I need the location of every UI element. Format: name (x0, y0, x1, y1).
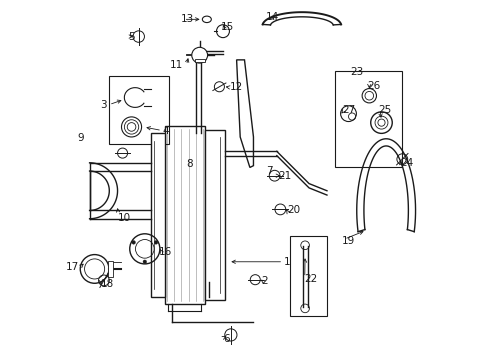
Text: 9: 9 (77, 133, 83, 143)
Text: 5: 5 (128, 32, 134, 41)
Text: 15: 15 (221, 22, 234, 32)
Circle shape (154, 240, 158, 244)
Text: 22: 22 (304, 274, 317, 284)
Text: 11: 11 (170, 60, 183, 70)
Circle shape (132, 240, 135, 244)
Text: 14: 14 (265, 12, 279, 22)
Text: 17: 17 (66, 262, 80, 272)
Text: 26: 26 (366, 81, 380, 91)
Text: 18: 18 (101, 279, 114, 289)
Text: 27: 27 (341, 105, 355, 115)
Bar (204, 130, 224, 300)
Text: 10: 10 (118, 213, 131, 222)
Bar (109, 76, 169, 144)
Text: 23: 23 (349, 67, 363, 77)
Text: 20: 20 (286, 206, 299, 216)
Text: 16: 16 (159, 247, 172, 257)
Text: 1: 1 (284, 257, 290, 267)
Bar (194, 59, 204, 62)
Text: 21: 21 (278, 171, 291, 181)
Bar (334, 71, 401, 167)
Text: 12: 12 (230, 82, 243, 93)
Text: 7: 7 (265, 166, 272, 176)
Text: 6: 6 (223, 333, 229, 343)
Text: 8: 8 (185, 159, 192, 169)
Bar (108, 261, 112, 277)
Text: 24: 24 (399, 158, 412, 168)
Text: 13: 13 (180, 14, 194, 24)
Bar (150, 134, 164, 297)
Text: 2: 2 (261, 276, 268, 286)
Circle shape (191, 47, 207, 63)
Text: 25: 25 (378, 105, 391, 115)
Circle shape (142, 260, 146, 264)
Bar (290, 235, 326, 316)
Text: 4: 4 (162, 126, 168, 135)
Text: 19: 19 (341, 236, 355, 246)
Bar (164, 126, 204, 304)
Text: 3: 3 (100, 100, 106, 110)
